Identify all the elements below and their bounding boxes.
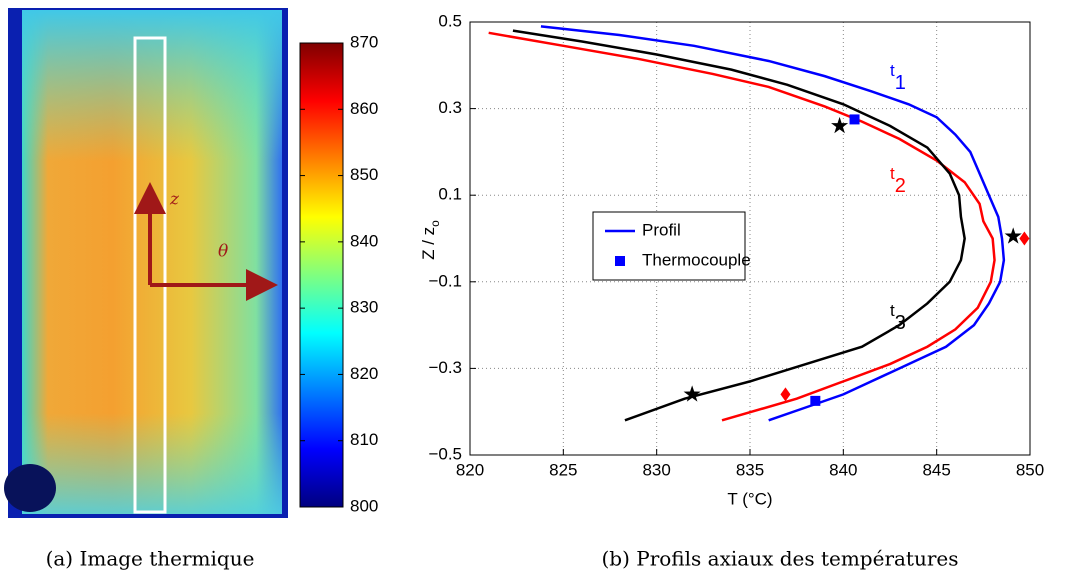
y-tick-label: −0.3 [428, 358, 462, 377]
left-panel: 800 810 820 830 840 850 860 870 z θ (a) Image ther… [46, 32, 379, 570]
profile-line [488, 31, 996, 422]
legend-label: Profil [642, 220, 681, 239]
colorbar-tick-label: 870 [350, 32, 378, 51]
colorbar-tick-label: 830 [350, 298, 378, 317]
colorbar-tick-label: 860 [350, 99, 378, 118]
y-axis-label-sub: o [428, 220, 442, 227]
x-tick-label: 840 [829, 460, 857, 479]
curve-label: t3 [890, 301, 906, 334]
thermocouple-marker [1004, 227, 1022, 244]
right-panel: 820 825 830 835 840 845 850 −0.5 −0.3 −0.1 0.1 0.3 0… [419, 11, 1044, 570]
axis-annotation: θ [218, 242, 228, 262]
y-axis-label: Z / zo [419, 220, 442, 260]
y-tick-label: 0.1 [438, 185, 462, 204]
thermocouple-marker [810, 395, 821, 406]
colorbar [299, 42, 344, 508]
plot-frame [469, 21, 1031, 456]
legend-symbol [615, 256, 625, 266]
thermocouple-marker [849, 114, 860, 125]
colorbar-tick-label: 840 [350, 231, 378, 250]
profile-line [512, 29, 966, 422]
y-tick-label: 0.3 [438, 98, 462, 117]
thermocouple-marker [831, 116, 849, 134]
colorbar-tick-label: 800 [350, 496, 378, 515]
colorbar-tick-label: 820 [350, 364, 378, 383]
x-tick-label: 830 [642, 460, 670, 479]
x-tick-label: 845 [922, 460, 950, 479]
y-tick-label: −0.5 [428, 444, 462, 463]
legend-box [592, 211, 746, 281]
x-tick-label: 850 [1016, 460, 1044, 479]
curve-label-sub: 2 [895, 175, 906, 197]
thermocouple-marker [683, 385, 701, 402]
axis-annotation: z [169, 190, 180, 210]
x-tick-label: 825 [549, 460, 577, 479]
colorbar-tick-label: 850 [350, 165, 378, 184]
curve-label-text: t [890, 164, 895, 183]
thermal-image [4, 8, 288, 518]
caption: (b) Profils axiaux des températures [601, 547, 958, 571]
curve-label: t2 [890, 164, 906, 197]
thermocouple-marker [1019, 231, 1030, 246]
y-tick-label: −0.1 [428, 271, 462, 290]
colorbar-tick-label: 810 [350, 430, 378, 449]
profile-line [540, 25, 1006, 422]
curve-label-text: t [890, 61, 895, 80]
curve-label-sub: 1 [895, 72, 906, 94]
curve-label: t1 [890, 61, 906, 94]
x-tick-label: 820 [456, 460, 484, 479]
curve-label-text: t [890, 301, 895, 320]
curve-label-sub: 3 [895, 312, 906, 334]
thermocouple-marker [780, 387, 791, 402]
caption: (a) Image thermique [46, 547, 255, 571]
x-axis-label: T (°C) [727, 489, 772, 508]
y-axis-label-text: Z / z [419, 227, 438, 260]
x-tick-label: 835 [736, 460, 764, 479]
legend-label: Thermocouple [642, 250, 751, 269]
y-tick-label: 0.5 [438, 11, 462, 30]
legend: Profil Thermocouple [592, 211, 751, 281]
